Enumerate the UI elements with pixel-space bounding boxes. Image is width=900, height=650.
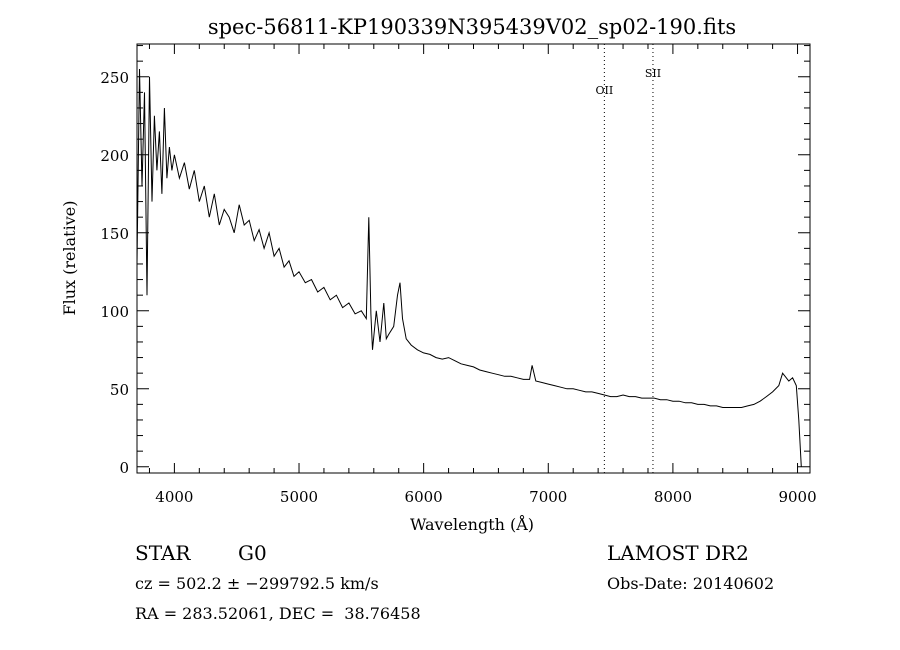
coordinates: RA = 283.52061, DEC = 38.76458 (135, 604, 421, 623)
object-subclass: G0 (238, 541, 267, 565)
x-tick-label: 7000 (529, 488, 567, 506)
line-label-sii: SII (645, 67, 661, 80)
y-tick-label: 100 (100, 303, 129, 321)
survey-name: LAMOST DR2 (607, 541, 749, 565)
spectrum-layer (136, 68, 802, 467)
y-axis: 0 50 100 150 200 250 (100, 45, 810, 477)
plot-frame (136, 43, 811, 474)
y-tick-label: 50 (110, 381, 129, 399)
object-class: STAR (135, 541, 191, 565)
chart-title: spec-56811-KP190339N395439V02_sp02-190.f… (208, 15, 736, 39)
line-label-oii: OII (596, 84, 614, 97)
x-tick-label: 4000 (155, 488, 193, 506)
y-axis-label: Flux (relative) (60, 201, 79, 316)
y-tick-label: 250 (100, 69, 129, 87)
spectrum-line (136, 68, 802, 467)
x-tick-label: 5000 (280, 488, 318, 506)
y-tick-label: 150 (100, 225, 129, 243)
x-axis-label: Wavelength (Å) (410, 514, 534, 534)
x-tick-label: 9000 (778, 488, 816, 506)
redshift-readout: cz = 502.2 ± −299792.5 km/s (135, 574, 379, 593)
x-tick-label: 8000 (654, 488, 692, 506)
y-tick-label: 0 (119, 459, 129, 477)
annotation-layer: OII SII (596, 44, 661, 473)
y-tick-label: 200 (100, 147, 129, 165)
obs-date: Obs-Date: 20140602 (607, 574, 775, 593)
x-tick-label: 6000 (405, 488, 443, 506)
x-axis: 4000 5000 6000 7000 8000 9000 (148, 44, 817, 506)
